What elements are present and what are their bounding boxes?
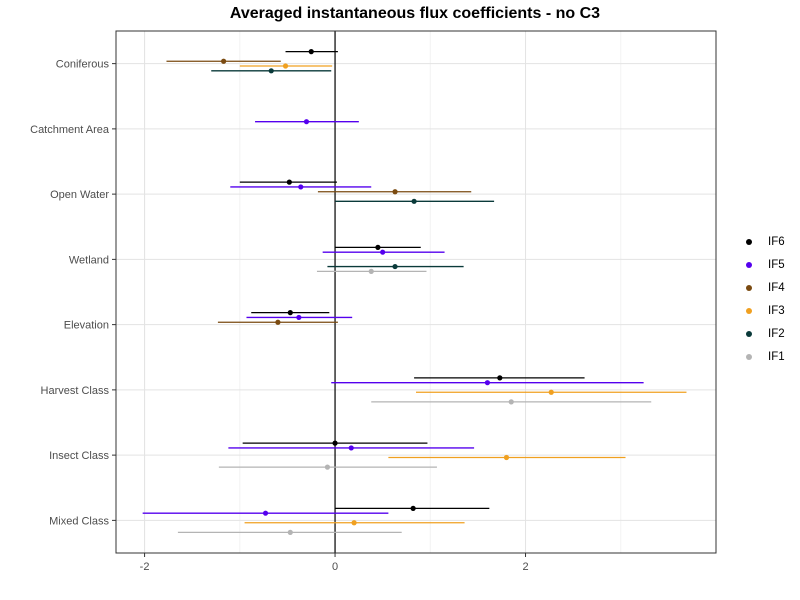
legend-item-if1: IF1 [740,345,785,368]
point-if1 [368,268,374,274]
point-if4 [392,189,398,195]
y-tick-label: Mixed Class [49,515,109,527]
point-if2 [392,263,398,270]
legend-item-if4: IF4 [740,276,785,299]
legend-label: IF3 [768,304,785,317]
y-tick-label: Catchment Area [30,124,110,136]
legend-item-if5: IF5 [740,253,785,276]
point-if2 [411,198,417,204]
point-if6 [308,49,314,55]
point-if5 [484,380,491,386]
y-tick-label: Wetland [69,254,109,266]
legend-swatch [746,261,752,268]
y-tick-label: Coniferous [56,59,110,71]
legend-label: IF6 [768,235,785,248]
point-if5 [303,119,310,125]
point-if3 [351,520,357,526]
point-if6 [410,505,416,511]
legend-swatch [746,238,752,245]
point-if6 [286,179,292,185]
y-tick-label: Harvest Class [41,385,110,397]
chart-title: Averaged instantaneous flux coefficients… [229,5,601,22]
x-tick-label: 2 [522,561,528,573]
legend-swatch [746,307,752,314]
legend-label: IF2 [768,327,785,340]
legend-swatch [746,330,752,337]
point-if5 [348,445,354,451]
y-tick-label: Open Water [50,189,109,201]
point-if4 [275,319,281,325]
point-if5 [262,510,269,516]
point-if3 [548,389,554,395]
point-if5 [298,184,304,190]
legend-label: IF4 [768,281,785,294]
point-if1 [508,399,514,405]
point-if3 [503,454,510,461]
point-if4 [221,58,227,64]
point-if5 [296,314,302,321]
y-tick-label: Insect Class [49,450,109,462]
point-if1 [324,464,331,470]
legend-item-if2: IF2 [740,322,785,345]
point-if1 [287,529,293,535]
legend-label: IF5 [768,258,785,271]
point-if3 [282,63,289,69]
legend-item-if3: IF3 [740,299,785,322]
point-if2 [268,68,274,74]
point-if6 [287,310,293,316]
legend-swatch [746,353,752,360]
plot-border [115,30,717,554]
point-if6 [375,244,381,250]
x-tick-label: 0 [332,561,338,573]
y-tick-label: Elevation [64,320,109,332]
point-if6 [332,440,338,446]
legend-item-if6: IF6 [740,230,785,253]
legend-label: IF1 [768,350,785,363]
x-tick-label: -2 [140,561,150,573]
legend: IF6 IF5 IF4 IF3 IF2 IF1 [740,230,785,368]
point-if5 [380,249,386,255]
legend-swatch [746,284,752,291]
plot-panel [116,31,716,553]
point-if6 [497,375,503,381]
